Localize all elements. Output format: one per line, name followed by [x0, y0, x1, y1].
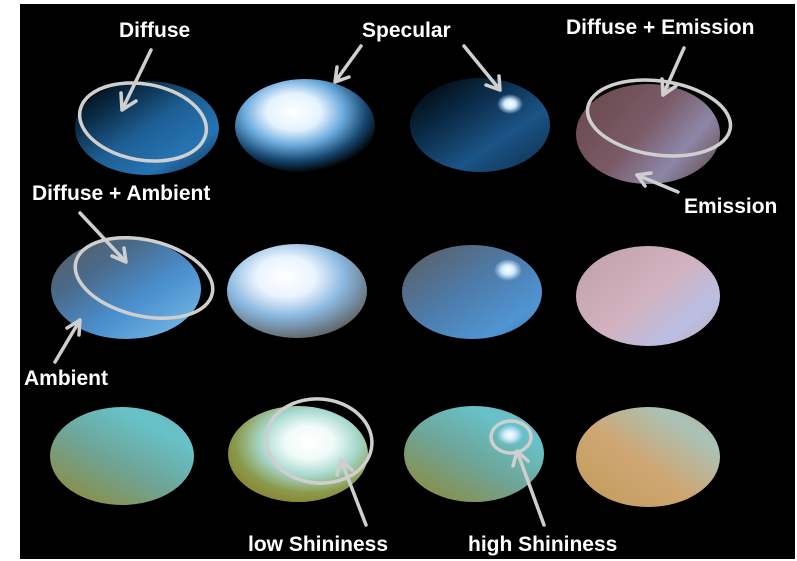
loop-low-shininess: [264, 397, 374, 485]
arrow-specular-right: [462, 44, 502, 92]
loop-diffuse-ambient: [73, 236, 215, 320]
label-diffuse: Diffuse: [119, 19, 190, 42]
sphere-low-shininess: [228, 406, 368, 502]
specular-highlight-dot: [497, 94, 523, 114]
label-diffuse-emission: Diffuse + Emission: [566, 16, 754, 39]
annotation-arrows: [53, 44, 686, 527]
loop-diffuse: [77, 81, 209, 163]
sphere-specular-ambient: [227, 244, 367, 338]
sphere-emission: [576, 84, 720, 184]
sphere-color-mix: [50, 407, 194, 505]
sphere-specular-high: [410, 78, 550, 172]
sphere-full-pink: [576, 246, 720, 346]
label-emission: Emission: [684, 195, 777, 218]
arrow-ambient: [53, 318, 82, 364]
loop-high-shininess: [489, 419, 533, 455]
arrow-emission: [635, 171, 680, 194]
label-ambient: Ambient: [24, 367, 108, 390]
arrow-diffuse-ambient: [78, 211, 128, 264]
label-specular: Specular: [362, 19, 451, 42]
arrow-diffuse: [119, 48, 153, 112]
sphere-high-shininess: [404, 406, 544, 502]
arrow-low-shininess: [335, 458, 368, 527]
sphere-specular: [235, 79, 375, 173]
sphere-specular-ambient-high: [402, 245, 542, 339]
arrow-high-shininess: [511, 449, 546, 527]
specular-highlight-dot-2: [494, 259, 522, 281]
label-low-shininess: low Shininess: [248, 533, 388, 556]
arrow-diffuse-emission: [660, 46, 686, 97]
arrow-specular-left: [333, 44, 363, 84]
shininess-highlight-dot: [497, 425, 523, 445]
label-high-shininess: high Shininess: [468, 533, 617, 556]
sphere-diffuse-ambient: [51, 239, 201, 339]
loop-diffuse-emission: [585, 78, 733, 158]
sphere-peach: [576, 407, 720, 507]
label-diffuse-ambient: Diffuse + Ambient: [32, 182, 210, 205]
annotation-loops: [73, 78, 733, 485]
